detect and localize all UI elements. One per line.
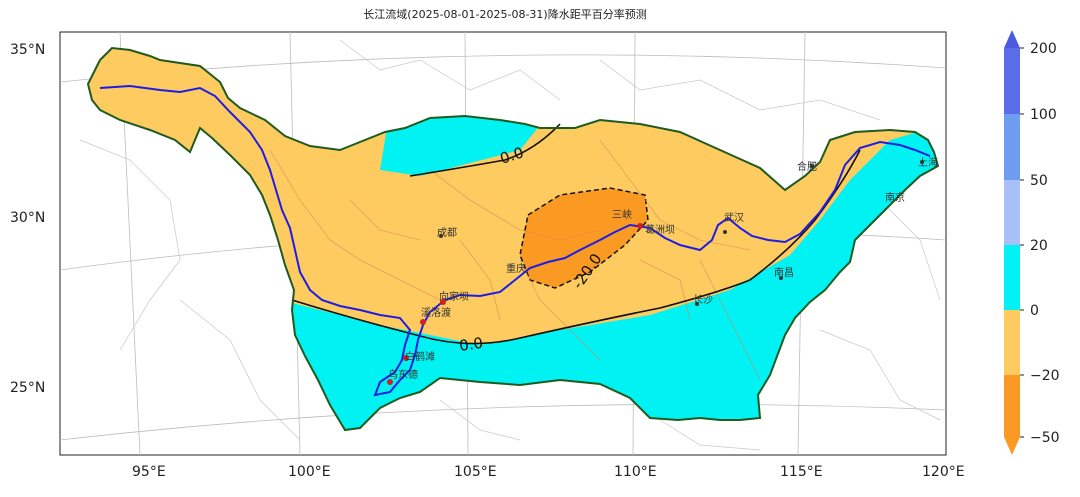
lon-label-100: 100°E (288, 464, 331, 480)
colorbar-swatch-50-100 (1004, 114, 1020, 180)
colorbar-swatch-gt100 (1004, 48, 1020, 114)
colorbar-bottom-arrow (1004, 437, 1020, 455)
province-borders (79, 39, 941, 451)
city-label-baihetan: 白鹤滩 (405, 350, 435, 363)
city-markers (439, 160, 924, 306)
city-dot-wuhan (723, 230, 727, 234)
lat-label-30: 30°N (10, 210, 45, 226)
colorbar-tick-100: 100 (1030, 107, 1057, 123)
lon-label-115: 115°E (780, 464, 823, 480)
station-xiangjiaba (440, 299, 446, 305)
colorbar-top-arrow (1004, 30, 1020, 48)
basin-outline (86, 46, 940, 432)
zero-contours (291, 123, 861, 345)
station-markers (387, 223, 643, 385)
city-label-xiluodu: 溪洛渡 (421, 306, 451, 319)
colorbar-tick-50: 50 (1030, 173, 1048, 189)
lon-label-105: 105°E (454, 464, 497, 480)
colorbar-tick-20: 20 (1030, 238, 1048, 254)
lat-label-25: 25°N (10, 380, 45, 396)
yangtze-river (99, 84, 931, 397)
city-label-shanghai: 上海 (918, 156, 938, 169)
city-label-chengdu: 成都 (437, 227, 457, 239)
colorbar-tick-m50: −50 (1030, 430, 1060, 446)
internal-boundaries (269, 139, 761, 381)
contour-label-south: 0.0 (458, 334, 484, 355)
station-wudongde (387, 379, 393, 385)
city-label-wuhan: 武汉 (724, 211, 744, 224)
lon-label-95: 95°E (132, 464, 166, 480)
city-label-gezhouba: 葛洲坝 (645, 223, 675, 236)
city-label-sanxia: 三峡 (612, 208, 632, 221)
city-label-hefei: 合肥 (797, 160, 817, 173)
station-baihetan (403, 355, 409, 361)
colorbar-swatch-m20-0 (1004, 310, 1020, 375)
city-dot-nanchang (779, 276, 783, 280)
city-label-changsha: 长沙 (693, 294, 713, 306)
lon-label-110: 110°E (614, 464, 657, 480)
city-dot-shanghai (920, 160, 924, 164)
colorbar-tick-m20: −20 (1030, 368, 1060, 384)
city-dot-hefei (810, 164, 814, 168)
city-label-nanjing: 南京 (885, 191, 905, 204)
city-dot-changsha (695, 302, 699, 306)
lat-label-35: 35°N (10, 42, 45, 58)
colorbar-tick-0: 0 (1030, 303, 1039, 319)
map-title: 长江流域(2025-08-01-2025-08-31)降水距平百分率预测 (363, 8, 647, 21)
north-zero-contour (409, 123, 561, 177)
city-label-chongqing: 重庆 (506, 262, 526, 275)
colorbar-swatch-20-50 (1004, 180, 1020, 245)
colorbar-tick-200: 200 (1030, 41, 1057, 57)
city-label-wudongde: 乌东德 (388, 368, 418, 381)
city-label-xiangjiaba: 向家坝 (439, 290, 469, 303)
station-xiluodu (420, 319, 426, 325)
station-gezhouba (637, 223, 643, 229)
colorbar-swatch-lt-m20 (1004, 375, 1020, 437)
city-dot-chengdu (439, 234, 443, 238)
colorbar-swatch-0-20 (1004, 245, 1020, 310)
lon-label-120: 120°E (922, 464, 965, 480)
city-label-nanchang: 南昌 (774, 266, 794, 279)
colorbar: 200 100 50 20 0 −20 −50 (1004, 30, 1060, 455)
